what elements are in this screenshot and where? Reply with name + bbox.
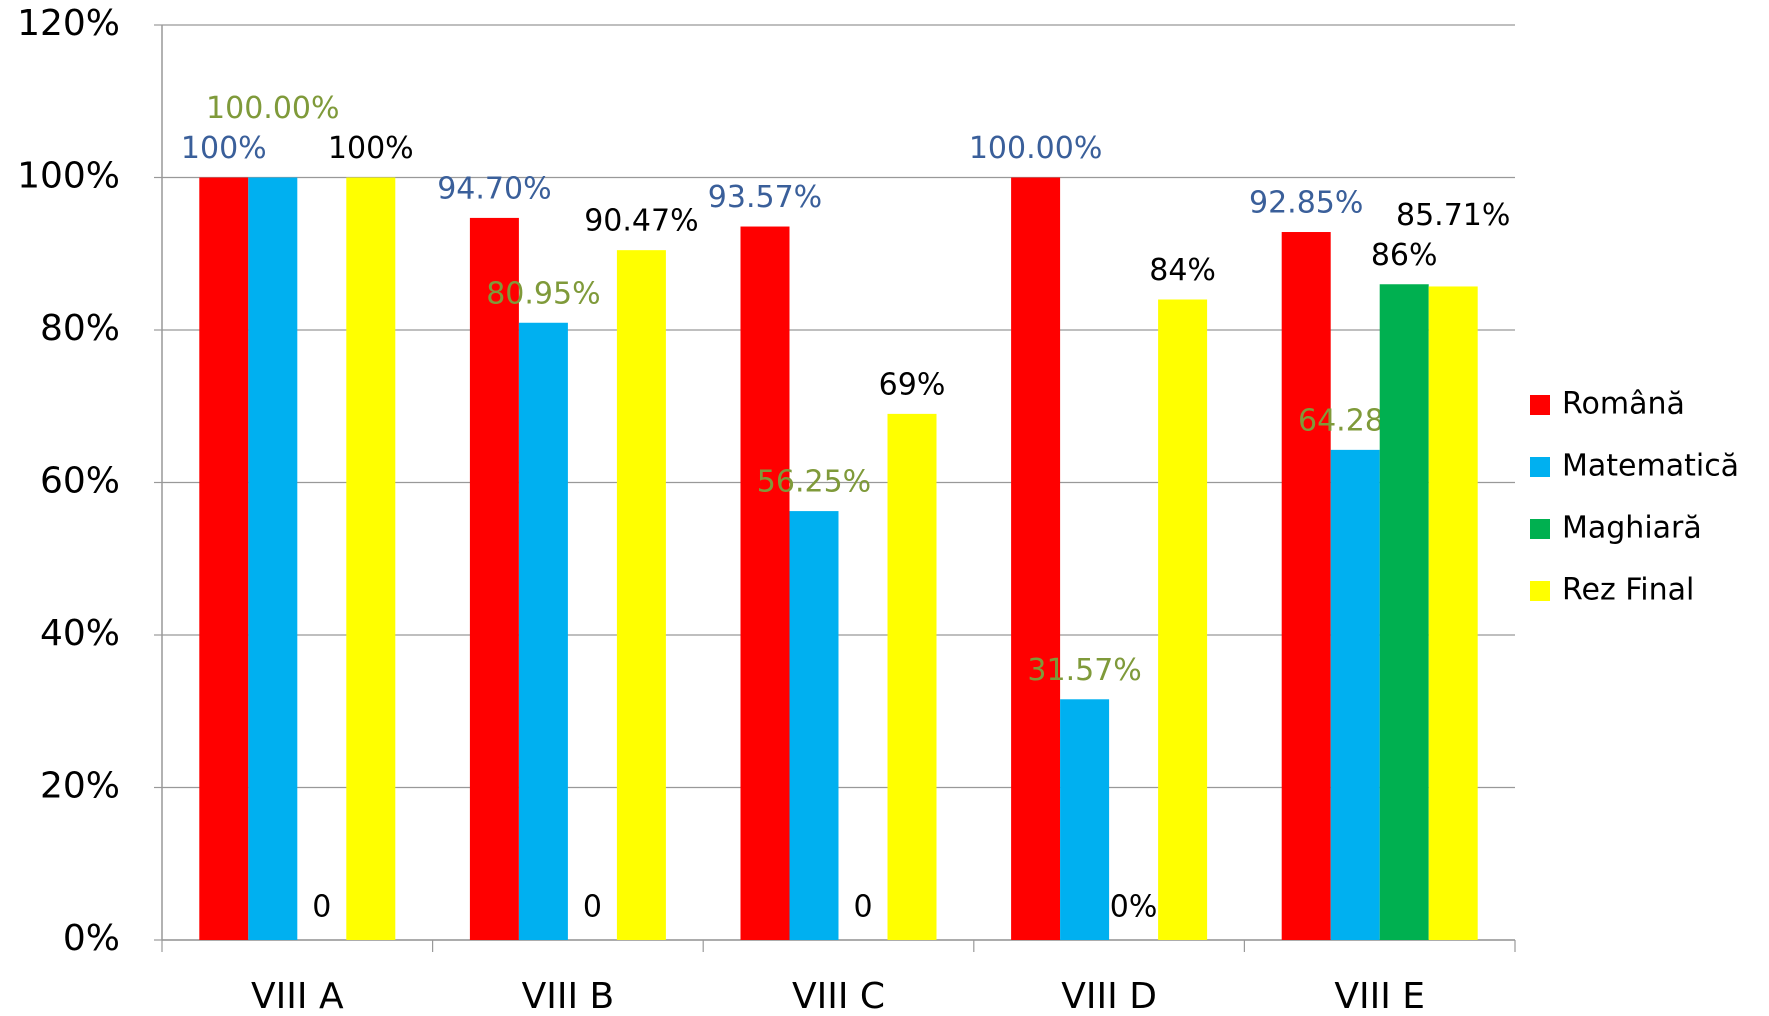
bar — [1281, 232, 1331, 941]
bar — [248, 177, 298, 940]
data-label: 31.57% — [1027, 653, 1141, 688]
data-label: 100.00% — [206, 91, 339, 126]
bar — [1379, 284, 1429, 940]
y-tick-label: 0% — [63, 918, 120, 959]
legend-label: Maghiară — [1562, 511, 1702, 546]
legend-swatch — [1530, 457, 1550, 477]
data-label: 0 — [853, 890, 872, 925]
data-label: 85.71% — [1396, 198, 1510, 233]
legend-label: Română — [1562, 387, 1685, 422]
legend-swatch — [1530, 395, 1550, 415]
y-tick-label: 120% — [17, 3, 120, 44]
data-label: 86% — [1371, 238, 1438, 273]
x-tick-label: VIII E — [1334, 976, 1425, 1016]
x-tick-label: VIII D — [1061, 976, 1157, 1016]
bar — [1011, 177, 1061, 940]
data-label: 80.95% — [486, 276, 600, 311]
data-label: 93.57% — [708, 180, 822, 215]
data-label: 84% — [1149, 253, 1216, 288]
bar — [740, 226, 790, 940]
bar — [518, 322, 568, 941]
x-tick-label: VIII A — [251, 976, 344, 1016]
y-tick-label: 60% — [40, 461, 120, 502]
bar — [346, 177, 396, 940]
x-tick-label: VIII B — [522, 976, 615, 1016]
data-label: 56.25% — [757, 465, 871, 500]
data-label: 90.47% — [584, 204, 698, 239]
data-label: 92.85% — [1249, 186, 1363, 221]
bar — [1158, 299, 1208, 940]
y-tick-label: 100% — [17, 156, 120, 197]
data-label: 0 — [312, 890, 331, 925]
y-tick-label: 80% — [40, 308, 120, 349]
data-label: 94.70% — [437, 171, 551, 206]
data-label: 0% — [1110, 890, 1158, 925]
legend-swatch — [1530, 519, 1550, 539]
bar — [887, 413, 937, 940]
data-label: 69% — [879, 367, 946, 402]
legend-label: Matematică — [1562, 449, 1739, 484]
data-label: 100% — [328, 131, 414, 166]
bar — [616, 250, 666, 940]
legend-label: Rez Final — [1562, 573, 1694, 608]
bar — [199, 177, 249, 940]
bar — [1060, 699, 1110, 940]
data-label: 0 — [583, 890, 602, 925]
data-label: 100% — [181, 131, 267, 166]
bar — [469, 217, 519, 941]
y-tick-label: 40% — [40, 613, 120, 654]
bar — [1428, 286, 1478, 940]
bar — [1330, 449, 1380, 940]
x-tick-label: VIII C — [792, 976, 885, 1016]
legend-swatch — [1530, 581, 1550, 601]
bar — [789, 511, 839, 940]
data-label: 100.00% — [969, 131, 1102, 166]
y-tick-label: 20% — [40, 766, 120, 807]
